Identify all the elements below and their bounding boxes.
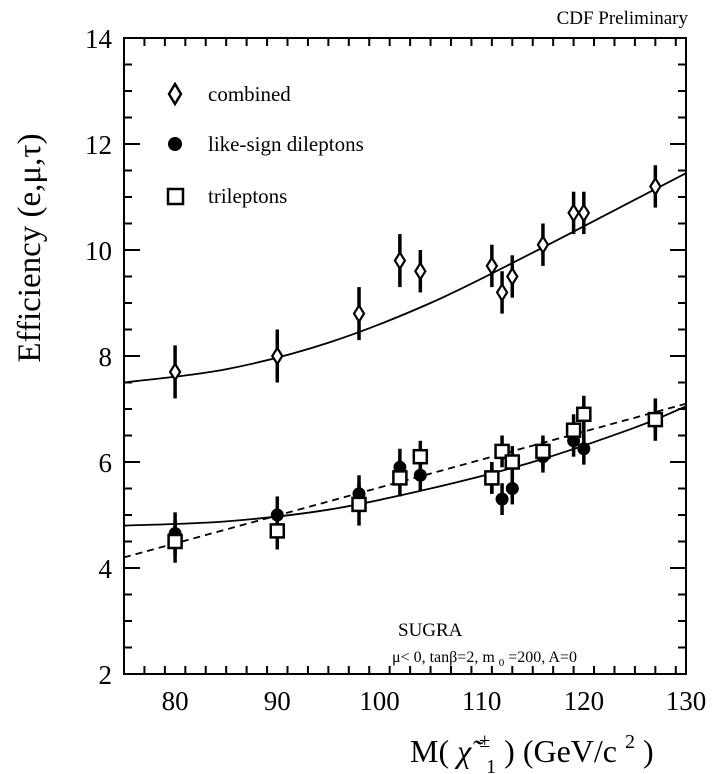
point-trileptons (269, 523, 286, 539)
legend-item-trileptons: trileptons (166, 184, 287, 208)
point-trileptons (412, 448, 429, 465)
params-annotation-rest: =200, A=0 (508, 649, 577, 666)
legend-marker-square (166, 187, 185, 206)
point-combined (567, 202, 580, 223)
point-dileptons (495, 492, 509, 506)
legend-marker-diamond (167, 81, 183, 107)
x-axis-title-sub: 1 (486, 756, 496, 774)
point-trileptons (351, 496, 367, 513)
y-axis-title: Efficiency (e,μ,τ) (12, 133, 48, 362)
x-tick-label: 110 (462, 686, 502, 716)
point-combined (495, 282, 509, 303)
y-tick-label: 8 (99, 342, 113, 372)
point-combined (485, 255, 499, 276)
model-annotation: SUGRA (398, 620, 463, 641)
x-tick-label: 100 (359, 686, 400, 716)
x-axis-title-unit-sup: 2 (625, 731, 635, 753)
header-label: CDF Preliminary (557, 8, 689, 29)
y-tick-label: 2 (99, 660, 113, 690)
legend-marker-circle (168, 137, 182, 151)
x-axis: 80 90 100 110 120 130 (123, 38, 707, 716)
point-trileptons (167, 533, 183, 550)
y-axis: 2 4 6 8 10 12 14 (85, 24, 686, 690)
point-combined (393, 250, 407, 271)
x-axis-title-prefix: M( (410, 733, 449, 769)
fit-curves (123, 172, 687, 559)
legend-label-trileptons: trileptons (208, 184, 287, 208)
params-annotation-sub: 0 (499, 657, 505, 669)
y-tick-label: 14 (85, 24, 113, 54)
legend-item-dileptons: like-sign dileptons (168, 132, 364, 156)
point-trileptons (647, 411, 664, 428)
point-trileptons (576, 406, 592, 423)
params-annotation-main: μ< 0, tanβ=2, m (392, 649, 495, 666)
point-dileptons (505, 482, 519, 495)
x-tick-label: 80 (162, 686, 189, 716)
point-combined (505, 266, 519, 287)
point-trileptons (565, 422, 582, 438)
point-trileptons (484, 470, 500, 486)
x-tick-label: 120 (564, 686, 605, 716)
point-trileptons (392, 470, 408, 486)
x-axis-title-sup: ± (479, 730, 490, 752)
legend-item-combined: combined (167, 81, 291, 107)
point-combined (649, 176, 662, 197)
fit-curve-0 (123, 172, 687, 384)
x-axis-title-suffix: ) (GeV/c (504, 733, 617, 769)
y-tick-label: 12 (85, 130, 112, 160)
legend-label-combined: combined (208, 82, 291, 106)
legend-label-dileptons: like-sign dileptons (208, 132, 364, 156)
fit-curve-1 (123, 405, 687, 527)
x-tick-label: 130 (666, 686, 707, 716)
y-tick-label: 4 (99, 554, 113, 584)
point-trileptons (504, 454, 521, 470)
point-combined (168, 361, 182, 382)
point-combined (352, 303, 366, 324)
data-points (167, 165, 664, 563)
x-axis-title-close: ) (643, 733, 654, 769)
y-tick-label: 6 (99, 448, 113, 478)
x-axis-title: M( χ̃ ± 1 ) (GeV/c 2 ) (410, 718, 654, 774)
point-trileptons (535, 443, 551, 460)
point-dileptons (577, 442, 591, 456)
point-combined (536, 234, 550, 255)
point-combined (577, 202, 591, 223)
params-annotation: μ< 0, tanβ=2, m 0 =200, A=0 (392, 649, 577, 670)
point-dileptons (413, 468, 427, 482)
x-tick-label: 90 (264, 686, 291, 716)
y-tick-label: 10 (85, 236, 112, 266)
point-combined (414, 261, 427, 282)
point-combined (270, 345, 284, 367)
legend: combined like-sign dileptons trileptons (166, 81, 364, 208)
